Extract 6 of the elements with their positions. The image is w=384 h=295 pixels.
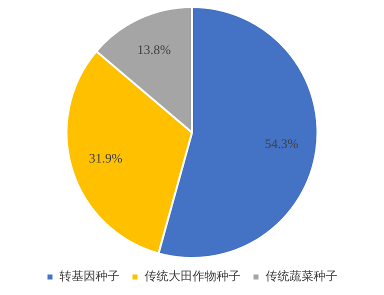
legend-label: 传统大田作物种子 [144,269,240,284]
legend-label: 传统蔬菜种子 [266,269,338,284]
data-label: 54.3% [264,136,298,152]
data-label: 13.8% [137,42,171,57]
legend-label: 转基因种子 [60,269,120,284]
data-label: 31.9% [88,150,123,166]
